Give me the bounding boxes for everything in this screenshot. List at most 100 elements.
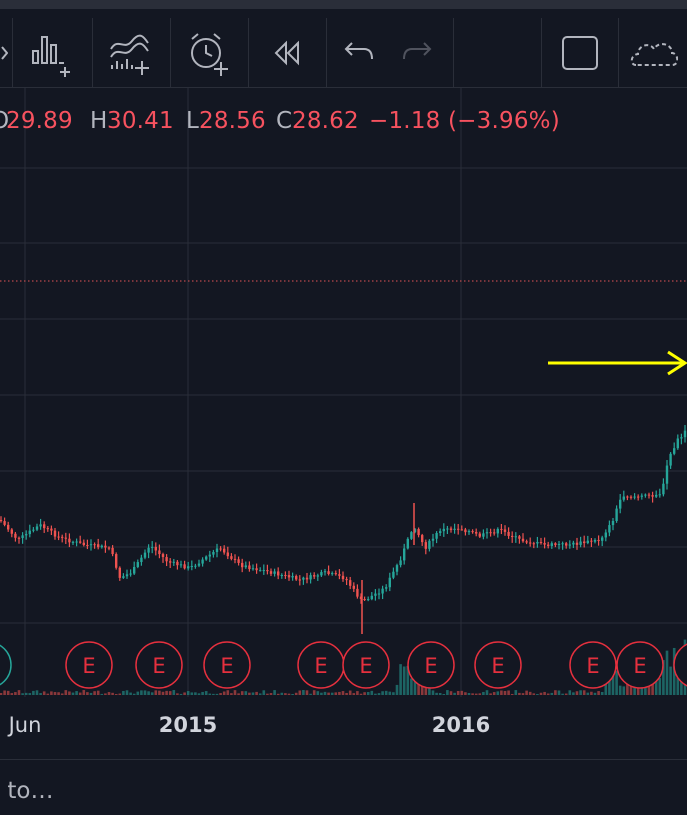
volume-bar <box>233 690 237 695</box>
volume-bar <box>176 693 179 695</box>
candle-body <box>568 544 571 546</box>
earnings-marker-label: E <box>491 654 504 678</box>
volume-bar <box>291 693 294 695</box>
fullscreen-button[interactable] <box>556 29 604 77</box>
time-axis[interactable]: Jun 2015 2016 <box>0 697 687 759</box>
candle-body <box>554 543 557 546</box>
volume-bar <box>14 692 17 695</box>
cloud-save-icon <box>630 43 679 66</box>
candle-body <box>259 570 262 572</box>
volume-bar <box>536 693 539 695</box>
candle-body <box>583 541 586 544</box>
undo-button[interactable] <box>336 29 384 77</box>
candle-body <box>665 465 669 484</box>
volume-bar <box>309 693 312 695</box>
indicators-button[interactable] <box>28 29 76 77</box>
candle-body <box>464 529 467 533</box>
candle-body <box>104 545 107 548</box>
earnings-marker[interactable]: E <box>135 641 183 689</box>
replay-button[interactable] <box>264 29 312 77</box>
volume-bar <box>208 693 212 695</box>
templates-button[interactable] <box>106 29 154 77</box>
earnings-marker-label: E <box>314 654 327 678</box>
volume-bar <box>100 693 104 695</box>
candle-body <box>496 528 499 534</box>
candle-body <box>640 495 643 497</box>
earnings-marker[interactable]: E <box>407 641 455 689</box>
volume-bar <box>46 693 50 695</box>
save-to-cloud-button[interactable] <box>630 29 687 77</box>
earnings-marker[interactable] <box>673 642 687 688</box>
candle-body <box>460 529 463 531</box>
volume-bar <box>374 693 377 695</box>
go-to-bar[interactable]: o to… <box>0 759 687 815</box>
x-tick-2015: 2015 <box>158 713 218 737</box>
earnings-marker[interactable]: E <box>203 641 251 689</box>
chart-grid <box>0 87 687 697</box>
candle-body <box>359 596 363 600</box>
earnings-marker-circle <box>203 641 251 689</box>
candle-body <box>626 496 629 498</box>
earnings-marker[interactable]: E <box>342 641 390 689</box>
candle-body <box>467 531 471 533</box>
candle-body <box>521 538 525 542</box>
annotation-arrow[interactable] <box>548 350 687 376</box>
candle-body <box>125 574 129 577</box>
earnings-marker[interactable]: E <box>616 641 664 689</box>
volume-bar <box>244 691 248 695</box>
candle-body <box>341 575 345 580</box>
volume-bar <box>449 691 453 695</box>
volume-bar <box>579 690 582 695</box>
volume-bar <box>179 693 183 695</box>
create-alert-button[interactable] <box>184 29 232 77</box>
volume-bar <box>622 686 626 695</box>
volume-bar <box>305 690 309 695</box>
redo-button[interactable] <box>392 29 440 77</box>
candle-body <box>518 536 521 539</box>
candle-body <box>489 532 492 534</box>
change-value: −1.18 (−3.96%) <box>369 108 560 134</box>
toolbar-partial-button[interactable] <box>0 29 9 77</box>
candle-body <box>237 559 240 563</box>
earnings-marker[interactable]: E <box>65 641 113 689</box>
candle-body <box>205 556 208 560</box>
candle-body <box>363 599 366 601</box>
candle-body <box>622 496 625 500</box>
candle-body <box>381 588 384 594</box>
earnings-marker[interactable]: E <box>297 641 345 689</box>
go-to-date-link[interactable]: o to… <box>0 778 54 804</box>
volume-bar <box>60 693 64 695</box>
volume-bar <box>676 669 680 695</box>
candle-body <box>403 548 406 561</box>
candle-body <box>471 531 474 533</box>
volume-bar <box>248 692 251 695</box>
volume-bar <box>348 690 352 695</box>
volume-bar <box>276 693 280 695</box>
candle-body <box>79 541 82 543</box>
volume-bar <box>186 691 190 695</box>
volume-bar <box>237 693 240 695</box>
earnings-marker-circle <box>616 641 664 689</box>
candle-body <box>500 528 503 530</box>
earnings-marker[interactable] <box>0 642 12 688</box>
candle-body <box>14 533 17 538</box>
volume-bar <box>442 693 446 695</box>
candle-body <box>176 561 179 566</box>
chevron-right-icon <box>1 46 9 60</box>
volume-bar <box>482 691 485 695</box>
earnings-marker-circle <box>407 641 455 689</box>
volume-bar <box>125 690 129 695</box>
earnings-marker[interactable]: E <box>569 641 617 689</box>
volume-bar <box>35 690 39 695</box>
candle-body <box>323 571 327 573</box>
volume-bar <box>24 692 28 695</box>
volume-bar <box>158 690 161 695</box>
candle-body <box>327 571 330 575</box>
volume-bar <box>273 690 276 695</box>
earnings-marker[interactable]: E <box>474 641 522 689</box>
volume-bar <box>384 690 388 695</box>
earnings-marker-label: E <box>633 654 646 678</box>
volume-bar <box>32 690 35 695</box>
